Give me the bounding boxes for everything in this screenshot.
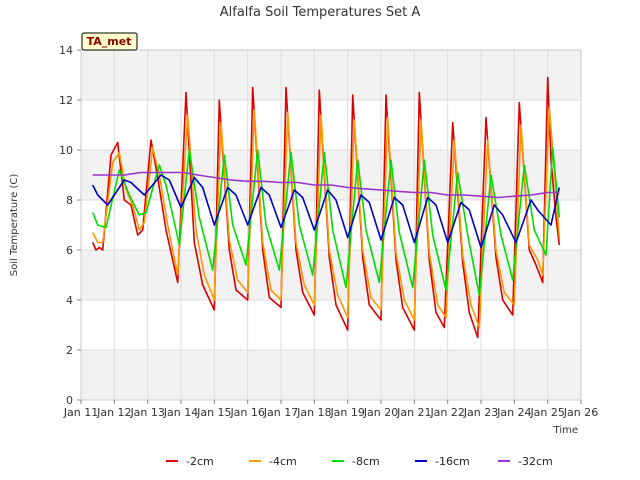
- legend-label: -4cm: [269, 455, 297, 468]
- y-tick-label: 0: [66, 394, 73, 407]
- x-tick-label: Jan 17: [263, 406, 298, 419]
- x-tick-label: Jan 11: [63, 406, 98, 419]
- y-tick-label: 12: [59, 94, 73, 107]
- x-tick-label: Jan 14: [163, 406, 198, 419]
- plot-bands: [81, 50, 581, 400]
- badge-label: TA_met: [87, 35, 132, 48]
- chart-title: Alfalfa Soil Temperatures Set A: [220, 5, 421, 20]
- series-line-minus-8cm: [91, 146, 561, 296]
- plot-band: [81, 350, 581, 400]
- y-axis-label: Soil Temperature (C): [9, 174, 20, 277]
- y-tick-label: 2: [66, 344, 73, 357]
- x-tick-label: Jan 16: [229, 406, 264, 419]
- x-tick-label: Jan 24: [496, 406, 531, 419]
- legend: -2cm -4cm -8cm -16cm -32cm: [166, 455, 553, 468]
- x-tick-label: Jan 20: [363, 406, 398, 419]
- grid-lines: [80, 49, 582, 401]
- y-tick-label: 6: [66, 244, 73, 257]
- x-tick-label: Jan 18: [296, 406, 331, 419]
- plot-band: [81, 50, 581, 100]
- y-tick-label: 14: [59, 44, 73, 57]
- x-tick-label: Jan 15: [196, 406, 231, 419]
- x-tick-label: Jan 13: [129, 406, 164, 419]
- y-tick-label: 10: [59, 144, 73, 157]
- series-line-minus-32cm: [92, 171, 560, 199]
- x-tick-label: Jan 19: [329, 406, 364, 419]
- legend-label: -8cm: [352, 455, 380, 468]
- x-tick-label: Jan 22: [429, 406, 464, 419]
- y-tick-label: 4: [66, 294, 73, 307]
- series-group: [91, 76, 561, 339]
- plot-band: [81, 150, 581, 200]
- legend-label: -2cm: [186, 455, 214, 468]
- y-tick-label: 8: [66, 194, 73, 207]
- x-tick-label: Jan 21: [396, 406, 431, 419]
- plot-frame: [80, 49, 582, 401]
- x-tick-label: Jan 23: [463, 406, 498, 419]
- legend-label: -32cm: [518, 455, 553, 468]
- station-badge: TA_met: [81, 32, 138, 51]
- x-tick-label: Jan 26: [563, 406, 598, 419]
- series-line-minus-16cm: [91, 174, 561, 249]
- badge-box: [81, 32, 138, 51]
- x-axis-label: Time: [553, 425, 578, 436]
- x-tick-label: Jan 12: [96, 406, 131, 419]
- x-tick-label: Jan 25: [529, 406, 564, 419]
- y-axis-ticks: 0 2 4 6 8 10 12 14: [59, 44, 81, 407]
- legend-label: -16cm: [435, 455, 470, 468]
